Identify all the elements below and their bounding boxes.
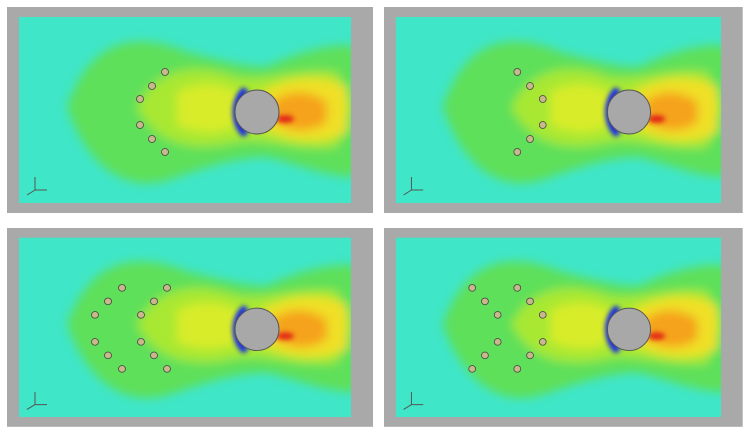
cylinders <box>513 68 547 156</box>
contour-field <box>7 7 373 213</box>
contour-field <box>384 228 743 427</box>
panel <box>7 228 373 427</box>
contour-field <box>7 228 373 427</box>
panel <box>7 7 373 213</box>
cylinders <box>136 68 169 156</box>
cylinders <box>468 284 547 373</box>
contour-field <box>384 7 743 213</box>
panel <box>384 7 743 213</box>
cylinders <box>91 284 171 373</box>
panel <box>384 228 743 427</box>
